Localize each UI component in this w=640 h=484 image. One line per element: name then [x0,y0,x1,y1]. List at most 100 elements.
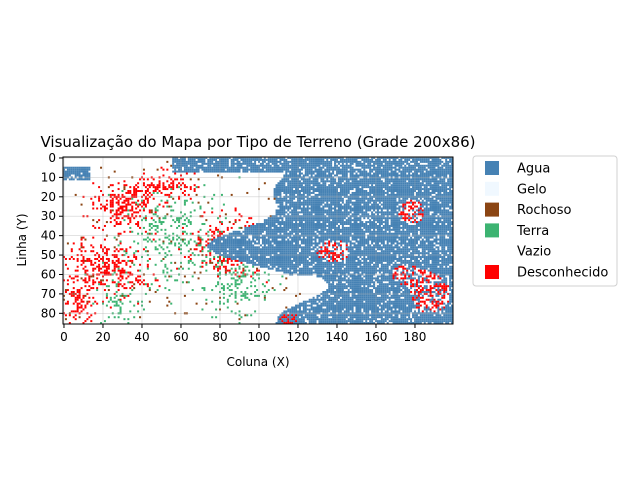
heatmap-cell [382,201,385,204]
heatmap-cell [332,188,335,191]
heatmap-cell [277,242,280,245]
heatmap-cell [394,236,397,239]
heatmap-cell [304,186,307,189]
heatmap-cell [271,246,274,249]
heatmap-cell [365,223,368,226]
heatmap-cell [359,164,362,167]
heatmap-cell [185,162,188,165]
heatmap-cell [390,224,393,227]
heatmap-cell [281,211,284,214]
heatmap-cell [211,168,214,171]
heatmap-cell [373,160,376,163]
heatmap-cell [189,211,192,214]
heatmap-cell [289,221,292,224]
heatmap-cell [439,158,442,161]
heatmap-cell [295,244,298,247]
heatmap-cell [408,188,411,191]
heatmap-cell [347,236,350,239]
heatmap-cell [347,228,350,231]
heatmap-cell [419,236,422,239]
heatmap-cell [127,191,130,194]
heatmap-cell [357,174,360,177]
heatmap-cell [256,168,259,171]
heatmap-cell [429,166,432,169]
heatmap-cell [298,168,301,171]
heatmap-cell [408,213,411,216]
heatmap-cell [224,160,227,163]
heatmap-cell [150,217,153,220]
heatmap-cell [431,170,434,173]
heatmap-cell [324,223,327,226]
heatmap-cell [242,162,245,165]
heatmap-cell [396,203,399,206]
heatmap-cell [222,244,225,247]
heatmap-cell [228,168,231,171]
heatmap-cell [174,166,177,169]
heatmap-cell [181,191,184,194]
heatmap-cell [449,180,452,183]
heatmap-cell [277,223,280,226]
heatmap-cell [425,168,428,171]
heatmap-cell [429,240,432,243]
heatmap-cell [281,217,284,220]
heatmap-cell [376,232,379,235]
heatmap-cell [283,244,286,247]
heatmap-cell [355,207,358,210]
heatmap-cell [361,188,364,191]
heatmap-cell [142,207,145,210]
heatmap-cell [404,197,407,200]
heatmap-cell [347,170,350,173]
heatmap-cell [232,166,235,169]
heatmap-cell [339,228,342,231]
heatmap-cell [191,164,194,167]
heatmap-cell [308,168,311,171]
heatmap-cell [447,184,450,187]
heatmap-cell [410,201,413,204]
heatmap-cell [295,238,298,241]
heatmap-cell [244,166,247,169]
heatmap-cell [295,236,298,239]
heatmap-cell [178,166,181,169]
heatmap-cell [289,186,292,189]
heatmap-cell [310,160,313,163]
heatmap-cell [92,201,95,204]
heatmap-cell [429,209,432,212]
heatmap-cell [269,244,272,247]
heatmap-cell [248,240,251,243]
heatmap-cell [341,224,344,227]
heatmap-cell [419,224,422,227]
heatmap-cell [363,180,366,183]
heatmap-cell [271,219,274,222]
heatmap-cell [337,191,340,194]
heatmap-cell [417,211,420,214]
heatmap-cell [318,226,321,229]
heatmap-cell [322,191,325,194]
heatmap-cell [328,164,331,167]
heatmap-cell [406,201,409,204]
heatmap-cell [339,193,342,196]
heatmap-cell [386,228,389,231]
heatmap-cell [248,230,251,233]
heatmap-cell [82,168,85,171]
heatmap-cell [279,188,282,191]
heatmap-cell [332,182,335,185]
heatmap-cell [380,213,383,216]
heatmap-cell [443,174,446,177]
heatmap-cell [76,174,79,177]
heatmap-cell [347,211,350,214]
heatmap-cell [259,158,262,161]
heatmap-cell [318,172,321,175]
heatmap-cell [281,158,284,161]
heatmap-cell [427,164,430,167]
heatmap-cell [170,242,173,245]
heatmap-cell [295,219,298,222]
heatmap-cell [345,246,348,249]
heatmap-cell [376,158,379,161]
heatmap-cell [363,172,366,175]
heatmap-cell [429,236,432,239]
heatmap-cell [378,238,381,241]
heatmap-cell [298,221,301,224]
heatmap-cell [373,186,376,189]
heatmap-cell [394,203,397,206]
heatmap-cell [345,226,348,229]
